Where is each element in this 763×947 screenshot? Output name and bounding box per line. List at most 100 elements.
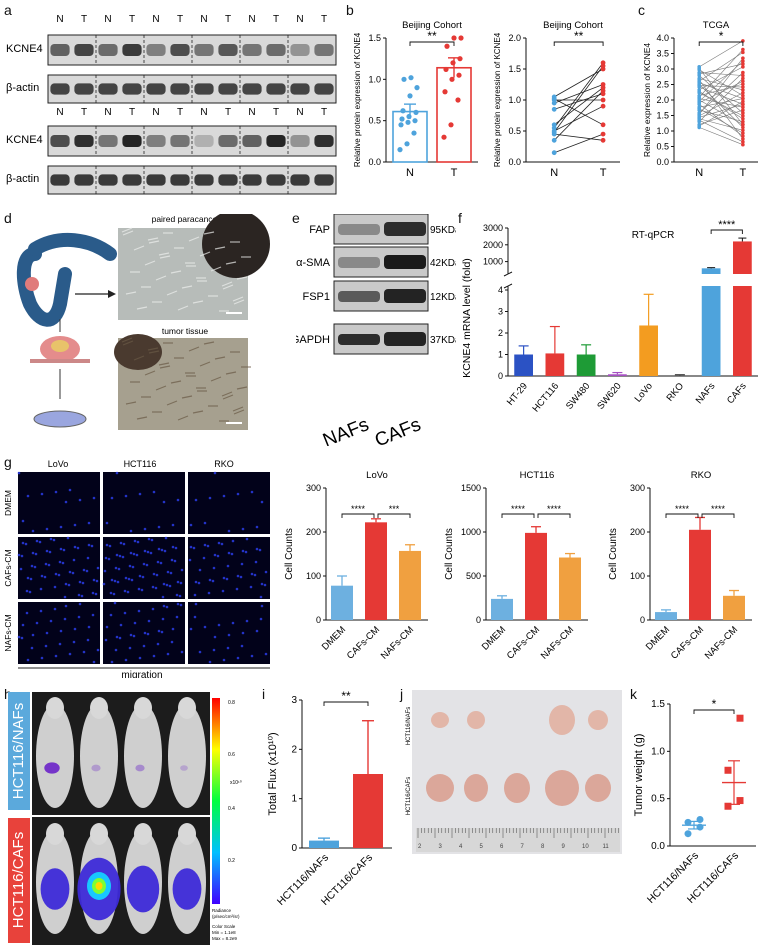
data-point xyxy=(697,72,701,76)
cell-dot xyxy=(68,652,72,656)
cell-fiber xyxy=(181,285,193,289)
color-scale-bar xyxy=(212,698,220,904)
data-point xyxy=(600,137,606,143)
row-label-actin-2: β-actin xyxy=(6,173,39,185)
cell-dot xyxy=(35,621,39,625)
cell-dot xyxy=(150,538,154,542)
cell-dot xyxy=(45,549,49,553)
cell-dot xyxy=(113,601,117,605)
ruler-number: 11 xyxy=(603,844,610,850)
cell-dot xyxy=(160,548,164,552)
cell-dot xyxy=(58,560,62,564)
data-point xyxy=(697,98,701,102)
data-point xyxy=(741,90,745,95)
migration-tile xyxy=(188,472,270,534)
y-tick-label: 200 xyxy=(630,527,645,537)
bar xyxy=(365,522,387,620)
cell-dot xyxy=(68,570,72,574)
column-label-hct116: HCT116 xyxy=(124,459,157,469)
x-tick-label: T xyxy=(740,167,747,179)
cell-fiber xyxy=(122,230,134,236)
pair-line xyxy=(699,101,744,127)
data-point xyxy=(697,89,701,94)
significance-label: **** xyxy=(718,219,736,231)
bar xyxy=(436,66,472,163)
cell-dot xyxy=(255,629,259,633)
cell-fiber xyxy=(236,386,248,390)
blot-band xyxy=(338,224,380,235)
blot-band xyxy=(290,44,310,56)
pair-line xyxy=(554,68,604,98)
y-tick-label: 0 xyxy=(291,843,297,854)
cell-fiber xyxy=(236,276,248,280)
data-point xyxy=(741,102,745,107)
cell-dot xyxy=(161,595,165,599)
pair-line xyxy=(699,63,743,75)
panel-j-tumors: HCT116/NAFs HCT116/CAFs 2 3 4 5 6 7 8 9 10 11 xyxy=(406,690,622,854)
scale-tick-2: 0.4 xyxy=(228,806,235,812)
data-point xyxy=(741,108,745,112)
data-point xyxy=(397,147,403,153)
group-band-cafs xyxy=(8,818,30,943)
data-point xyxy=(412,118,418,124)
cell-dot xyxy=(156,560,160,564)
cell-dot xyxy=(236,492,240,496)
y-tick-label: 1000 xyxy=(483,257,503,267)
significance-label: **** xyxy=(547,504,562,514)
cell-dot xyxy=(67,583,71,587)
significance-label: ** xyxy=(574,29,584,43)
y-tick-label: 0.5 xyxy=(651,794,665,805)
pair-line xyxy=(699,72,743,76)
cell-dot xyxy=(31,529,35,533)
data-point xyxy=(408,75,414,81)
panel-e-blot: FAP 95KDa α-SMA 42KDa FSP1 12KDa GAPDH 37KDa NA… xyxy=(296,214,456,446)
blot-band xyxy=(384,255,426,269)
data-point xyxy=(697,115,701,120)
blot-band xyxy=(74,135,94,147)
cell-dot xyxy=(244,550,248,554)
x-tick-label: DMEM xyxy=(480,624,508,652)
y-axis-label: Cell Counts xyxy=(284,528,295,580)
cell-dot xyxy=(44,644,48,648)
y-tick-label: 1.5 xyxy=(656,111,669,121)
data-point xyxy=(741,131,745,135)
y-tick-label: 4 xyxy=(498,285,503,295)
tumor-nafs xyxy=(549,705,575,735)
cell-dot xyxy=(264,570,268,574)
data-point xyxy=(741,88,745,92)
cell-fiber xyxy=(222,284,234,290)
size-label: 42KDa xyxy=(430,258,456,269)
cell-dot xyxy=(222,576,226,580)
ruler-number: 3 xyxy=(439,844,443,850)
cell-fiber xyxy=(155,275,167,281)
cell-dot xyxy=(48,550,52,554)
y-tick-label: 0.0 xyxy=(656,157,669,167)
cell-fiber xyxy=(147,347,159,351)
cell-dot xyxy=(250,654,254,658)
data-point xyxy=(551,94,557,100)
cell-fiber xyxy=(188,346,200,352)
data-point xyxy=(697,80,701,85)
cell-dot xyxy=(53,607,57,611)
data-point xyxy=(600,60,606,66)
cell-dot xyxy=(126,590,130,594)
tumor-nafs xyxy=(467,711,485,729)
y-tick-label: 0 xyxy=(498,371,503,381)
blot-band xyxy=(98,174,118,186)
data-point xyxy=(405,119,411,125)
cell-dot xyxy=(129,529,133,533)
lane-label: N xyxy=(56,14,63,25)
scale-tick-0: 0.8 xyxy=(228,700,235,706)
cell-dot xyxy=(173,559,177,563)
tumor-tissue-label: tumor tissue xyxy=(162,326,209,336)
panel-d-illustration: paired paracancerous tissue tumor tissue xyxy=(16,214,270,430)
cell-dot xyxy=(110,660,114,664)
lane-label: N xyxy=(200,14,207,25)
cell-dot xyxy=(128,646,132,650)
pair-line xyxy=(699,127,743,145)
cell-dot xyxy=(145,563,149,567)
y-tick-label: 1 xyxy=(291,794,297,805)
cell-dot xyxy=(77,593,81,597)
